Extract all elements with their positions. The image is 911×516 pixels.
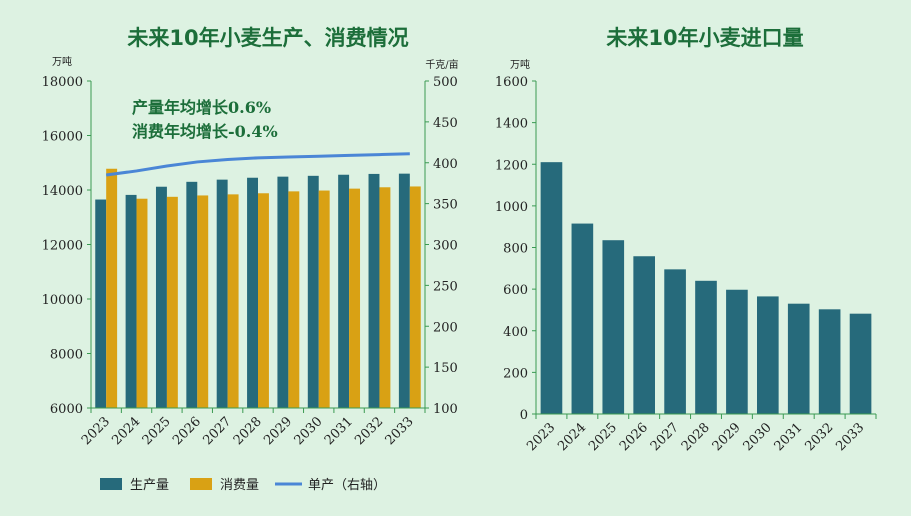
right-axis-unit: 千克/亩: [425, 58, 458, 71]
bar-production: [307, 175, 319, 408]
y-tick-label: 18000: [42, 75, 83, 90]
bar-production: [247, 177, 258, 408]
y-tick-label: 16000: [42, 130, 83, 145]
bar-production: [338, 174, 350, 408]
bar-production: [125, 194, 137, 408]
import-y-tick-label: 1400: [495, 117, 528, 132]
bar-import: [726, 289, 748, 414]
bar-consumption: [166, 196, 178, 408]
legend-label-production: 生产量: [130, 478, 169, 493]
import-y-tick-label: 0: [520, 408, 528, 423]
bar-import: [695, 280, 717, 414]
bar-import: [633, 256, 655, 414]
bar-import: [818, 309, 841, 414]
left-axis-unit: 万吨: [52, 55, 72, 68]
bar-consumption: [197, 195, 209, 408]
import-x-tick-label: 2029: [710, 420, 744, 454]
import-x-tick-label: 2032: [802, 420, 836, 454]
y-tick-label: 10000: [42, 293, 83, 308]
import-y-tick-label: 200: [503, 366, 528, 381]
bar-production: [186, 181, 198, 408]
x-tick-label: 2026: [170, 414, 204, 448]
legend: 生产量 消费量 单产（右轴）: [100, 478, 386, 493]
bar-consumption: [318, 190, 330, 408]
production-consumption-chart: 未来10年小麦生产、消费情况 万吨 千克/亩 6000 8000 10000 1200…: [42, 26, 459, 448]
import-x-tick-label: 2030: [741, 420, 775, 454]
x-tick-label: 2024: [109, 414, 143, 448]
bar-consumption: [227, 194, 239, 408]
bar-consumption: [349, 188, 361, 408]
consumption-growth-annotation: 消费年均增长-0.4%: [132, 122, 278, 141]
bar-consumption: [409, 186, 421, 408]
x-tick-label: 2033: [383, 414, 417, 448]
bar-consumption: [258, 193, 269, 408]
legend-label-yield: 单产（右轴）: [308, 478, 386, 493]
import-volume-chart: 未来10年小麦进口量 万吨 0 200 400 600 800 1000 1200 1400 1…: [495, 26, 877, 454]
x-tick-label: 2025: [140, 414, 174, 448]
bar-import: [664, 269, 686, 414]
import-y-tick-label: 800: [503, 242, 528, 257]
bar-import: [849, 313, 872, 414]
y2-tick-label: 450: [433, 116, 458, 131]
bar-import: [540, 162, 563, 414]
y2-tick-label: 500: [433, 75, 458, 90]
bar-import: [571, 223, 594, 414]
bar-consumption: [106, 168, 118, 408]
import-y-tick-label: 1000: [495, 200, 528, 215]
bar-production: [398, 173, 410, 408]
x-tick-label: 2023: [79, 414, 113, 448]
y-tick-label: 14000: [42, 184, 83, 199]
x-tick-label: 2032: [352, 414, 386, 448]
import-y-tick-label: 1600: [495, 75, 528, 90]
x-tick-label: 2027: [200, 414, 234, 448]
y2-tick-label: 150: [433, 361, 458, 376]
x-tick-label: 2029: [261, 414, 295, 448]
y-tick-label: 8000: [50, 348, 83, 363]
import-y-tick-label: 1200: [495, 158, 528, 173]
y2-tick-label: 300: [433, 239, 458, 254]
bar-import: [787, 303, 810, 414]
bar-production: [155, 186, 167, 408]
yield-line: [105, 152, 410, 177]
left-chart-title: 未来10年小麦生产、消费情况: [127, 26, 408, 50]
y2-tick-label: 100: [433, 402, 458, 417]
bar-production: [95, 199, 107, 408]
import-axis-unit: 万吨: [510, 58, 530, 71]
x-tick-label: 2031: [322, 414, 356, 448]
y2-tick-label: 200: [433, 320, 458, 335]
production-growth-annotation: 产量年均增长0.6%: [132, 98, 271, 117]
import-x-tick-label: 2024: [555, 420, 589, 454]
x-tick-label: 2028: [231, 414, 265, 448]
import-x-tick-label: 2028: [679, 420, 713, 454]
legend-swatch-consumption: [190, 478, 212, 490]
bar-production: [277, 176, 289, 408]
import-x-tick-label: 2031: [772, 420, 806, 454]
import-x-tick-label: 2023: [524, 420, 558, 454]
y2-tick-label: 250: [433, 279, 458, 294]
y-tick-label: 12000: [42, 239, 83, 254]
bar-production: [368, 173, 380, 408]
legend-swatch-production: [100, 478, 122, 490]
bar-import: [757, 296, 779, 414]
import-x-tick-label: 2026: [617, 420, 651, 454]
bar-production: [216, 179, 228, 408]
import-y-tick-label: 400: [503, 325, 528, 340]
x-tick-label: 2030: [292, 414, 326, 448]
y2-tick-label: 400: [433, 157, 458, 172]
import-y-tick-label: 600: [503, 283, 528, 298]
import-x-tick-label: 2033: [833, 420, 867, 454]
bar-consumption: [379, 187, 391, 408]
right-chart-title: 未来10年小麦进口量: [606, 26, 803, 50]
legend-label-consumption: 消费量: [220, 478, 259, 493]
bar-consumption: [288, 191, 300, 408]
import-x-tick-label: 2027: [648, 420, 682, 454]
bar-import: [602, 240, 625, 414]
import-x-tick-label: 2025: [586, 420, 620, 454]
bar-consumption: [136, 198, 148, 408]
y-tick-label: 6000: [50, 402, 83, 417]
y2-tick-label: 350: [433, 198, 458, 213]
